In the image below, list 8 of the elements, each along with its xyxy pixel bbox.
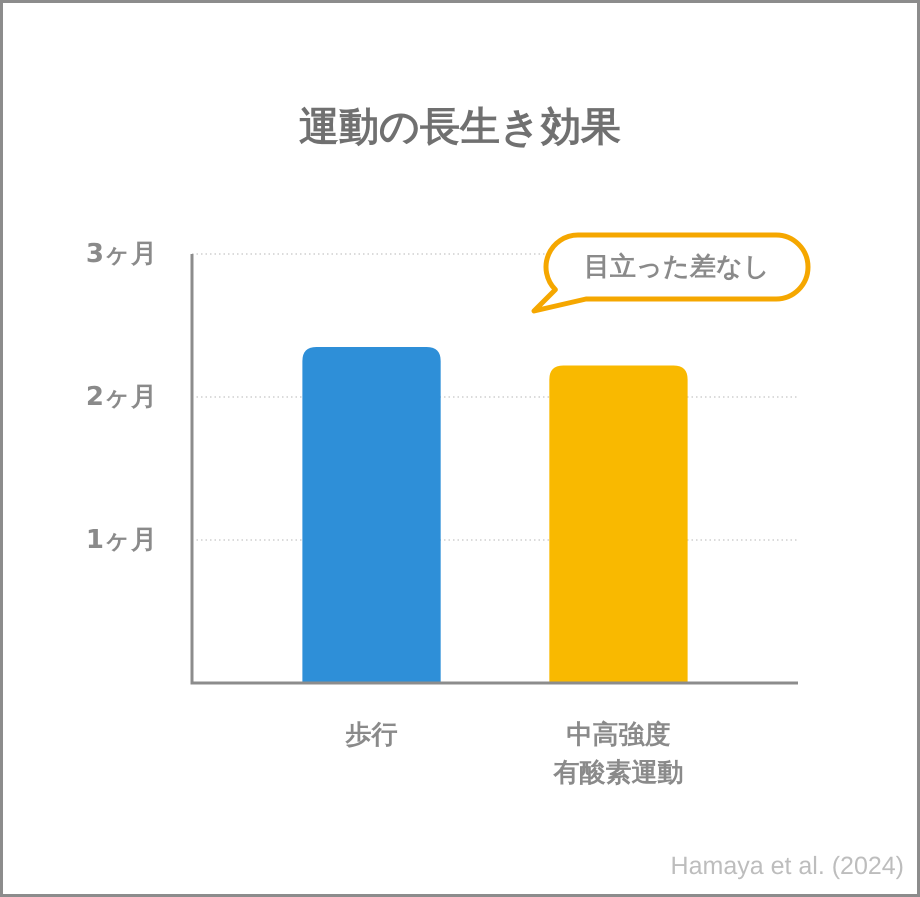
y-tick-label: 1ヶ月 (86, 525, 157, 555)
chart-title: 運動の長生き効果 (299, 104, 621, 150)
x-tick-label: 歩行 (344, 720, 398, 750)
text: Hamaya et al. (2024) (670, 852, 904, 880)
y-tick-label: 2ヶ月 (86, 382, 157, 412)
x-tick-label: 中高強度有酸素運動 (552, 720, 684, 788)
annotation: 目立った差なし (584, 252, 770, 282)
y-tick-label: 3ヶ月 (86, 239, 157, 269)
